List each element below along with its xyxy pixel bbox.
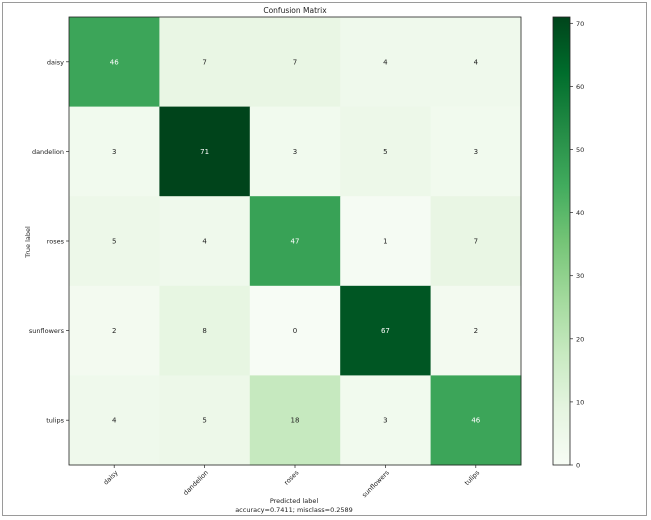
colorbar-tick-label: 30 bbox=[576, 272, 584, 280]
heatmap-cell bbox=[249, 196, 341, 287]
cell-value-label: 1 bbox=[383, 238, 387, 246]
y-tick-labels: daisy dandelion roses sunflowers tulips bbox=[29, 58, 69, 425]
heatmap-cell bbox=[340, 196, 432, 287]
colorbar-tick-label: 0 bbox=[576, 462, 580, 470]
colorbar-tick-label: 60 bbox=[576, 83, 584, 91]
cell-value-label: 2 bbox=[474, 327, 478, 335]
figure-frame bbox=[2, 2, 647, 516]
cell-value-label: 71 bbox=[200, 148, 209, 156]
colorbar-tick-label: 40 bbox=[576, 209, 584, 217]
x-tick-label: tulips bbox=[463, 468, 482, 487]
cell-value-label: 18 bbox=[291, 417, 300, 425]
cell-value-label: 46 bbox=[110, 58, 119, 66]
cell-value-label: 3 bbox=[112, 148, 116, 156]
colorbar-gradient bbox=[552, 16, 571, 466]
heatmap-cell bbox=[430, 285, 522, 376]
heatmap-cell bbox=[159, 196, 251, 287]
heatmap-cell bbox=[249, 106, 341, 197]
x-tick-label: dandelion bbox=[182, 469, 210, 497]
heatmap-cell bbox=[69, 17, 160, 108]
cell-value-label: 7 bbox=[293, 58, 297, 66]
x-tick-label: sunflowers bbox=[360, 468, 391, 499]
cell-value-label: 2 bbox=[112, 327, 116, 335]
colorbar-tick-label: 50 bbox=[576, 146, 584, 154]
cell-value-label: 7 bbox=[202, 58, 206, 66]
cell-value-label: 7 bbox=[474, 238, 478, 246]
x-axis-label: Predicted label bbox=[270, 497, 318, 505]
x-tick-labels: daisy dandelion roses sunflowers tulips bbox=[102, 465, 482, 499]
heatmap-cell bbox=[249, 375, 341, 466]
heatmap-cell bbox=[340, 375, 432, 466]
cell-value-label: 4 bbox=[112, 417, 117, 425]
colorbar-tick-label: 70 bbox=[576, 20, 584, 28]
accuracy-footer: accuracy=0.7411; misclass=0.2589 bbox=[235, 506, 353, 514]
cell-value-label: 46 bbox=[471, 417, 480, 425]
chart-title: Confusion Matrix bbox=[263, 6, 327, 15]
heatmap-cell bbox=[249, 17, 341, 108]
heatmap-cell bbox=[340, 17, 432, 108]
cell-value-label: 4 bbox=[383, 58, 388, 66]
heatmap-cell bbox=[340, 106, 432, 197]
heatmap-cell bbox=[430, 106, 522, 197]
colorbar-tick-label: 20 bbox=[576, 335, 584, 343]
heatmap-cell bbox=[430, 375, 522, 466]
cell-value-label: 5 bbox=[202, 417, 206, 425]
cell-value-label: 0 bbox=[293, 327, 297, 335]
heatmap-cell bbox=[430, 17, 522, 108]
colorbar: 0 10 20 30 40 50 60 70 bbox=[552, 16, 584, 470]
x-tick-label: daisy bbox=[102, 469, 120, 487]
heatmap-cell bbox=[430, 196, 522, 287]
heatmap-cell bbox=[69, 285, 160, 376]
heatmap-cell bbox=[159, 375, 251, 466]
y-tick-label: tulips bbox=[46, 417, 64, 425]
x-tick-label: roses bbox=[283, 468, 301, 486]
colorbar-tick-label: 10 bbox=[576, 398, 584, 406]
cell-value-label: 4 bbox=[202, 238, 207, 246]
heatmap-cell bbox=[69, 375, 160, 466]
heatmap-cell bbox=[159, 106, 251, 197]
cell-value-label: 8 bbox=[202, 327, 206, 335]
cell-value-label: 3 bbox=[293, 148, 297, 156]
cell-value-label: 47 bbox=[291, 238, 300, 246]
y-axis-label: True label bbox=[24, 226, 32, 259]
cell-value-label: 3 bbox=[474, 148, 478, 156]
heatmap-cell bbox=[69, 106, 160, 197]
y-tick-label: roses bbox=[47, 238, 65, 246]
y-tick-label: daisy bbox=[47, 58, 64, 66]
y-tick-label: sunflowers bbox=[29, 327, 65, 335]
heatmap-cell bbox=[249, 285, 341, 376]
cell-value-label: 4 bbox=[474, 58, 479, 66]
y-tick-label: dandelion bbox=[32, 148, 64, 156]
cell-value-label: 5 bbox=[112, 238, 116, 246]
heatmap-cell bbox=[69, 196, 160, 287]
heatmap-cell bbox=[159, 285, 251, 376]
heatmap-cell bbox=[340, 285, 432, 376]
cell-value-label: 5 bbox=[383, 148, 387, 156]
cell-value-label: 67 bbox=[381, 327, 390, 335]
heatmap-cells: 46 7 7 4 4 3 71 3 5 3 5 4 47 1 7 2 8 0 67 2 4 5 18 3 46 bbox=[68, 16, 522, 466]
heatmap-cell bbox=[159, 17, 251, 108]
cell-value-label: 3 bbox=[383, 417, 387, 425]
